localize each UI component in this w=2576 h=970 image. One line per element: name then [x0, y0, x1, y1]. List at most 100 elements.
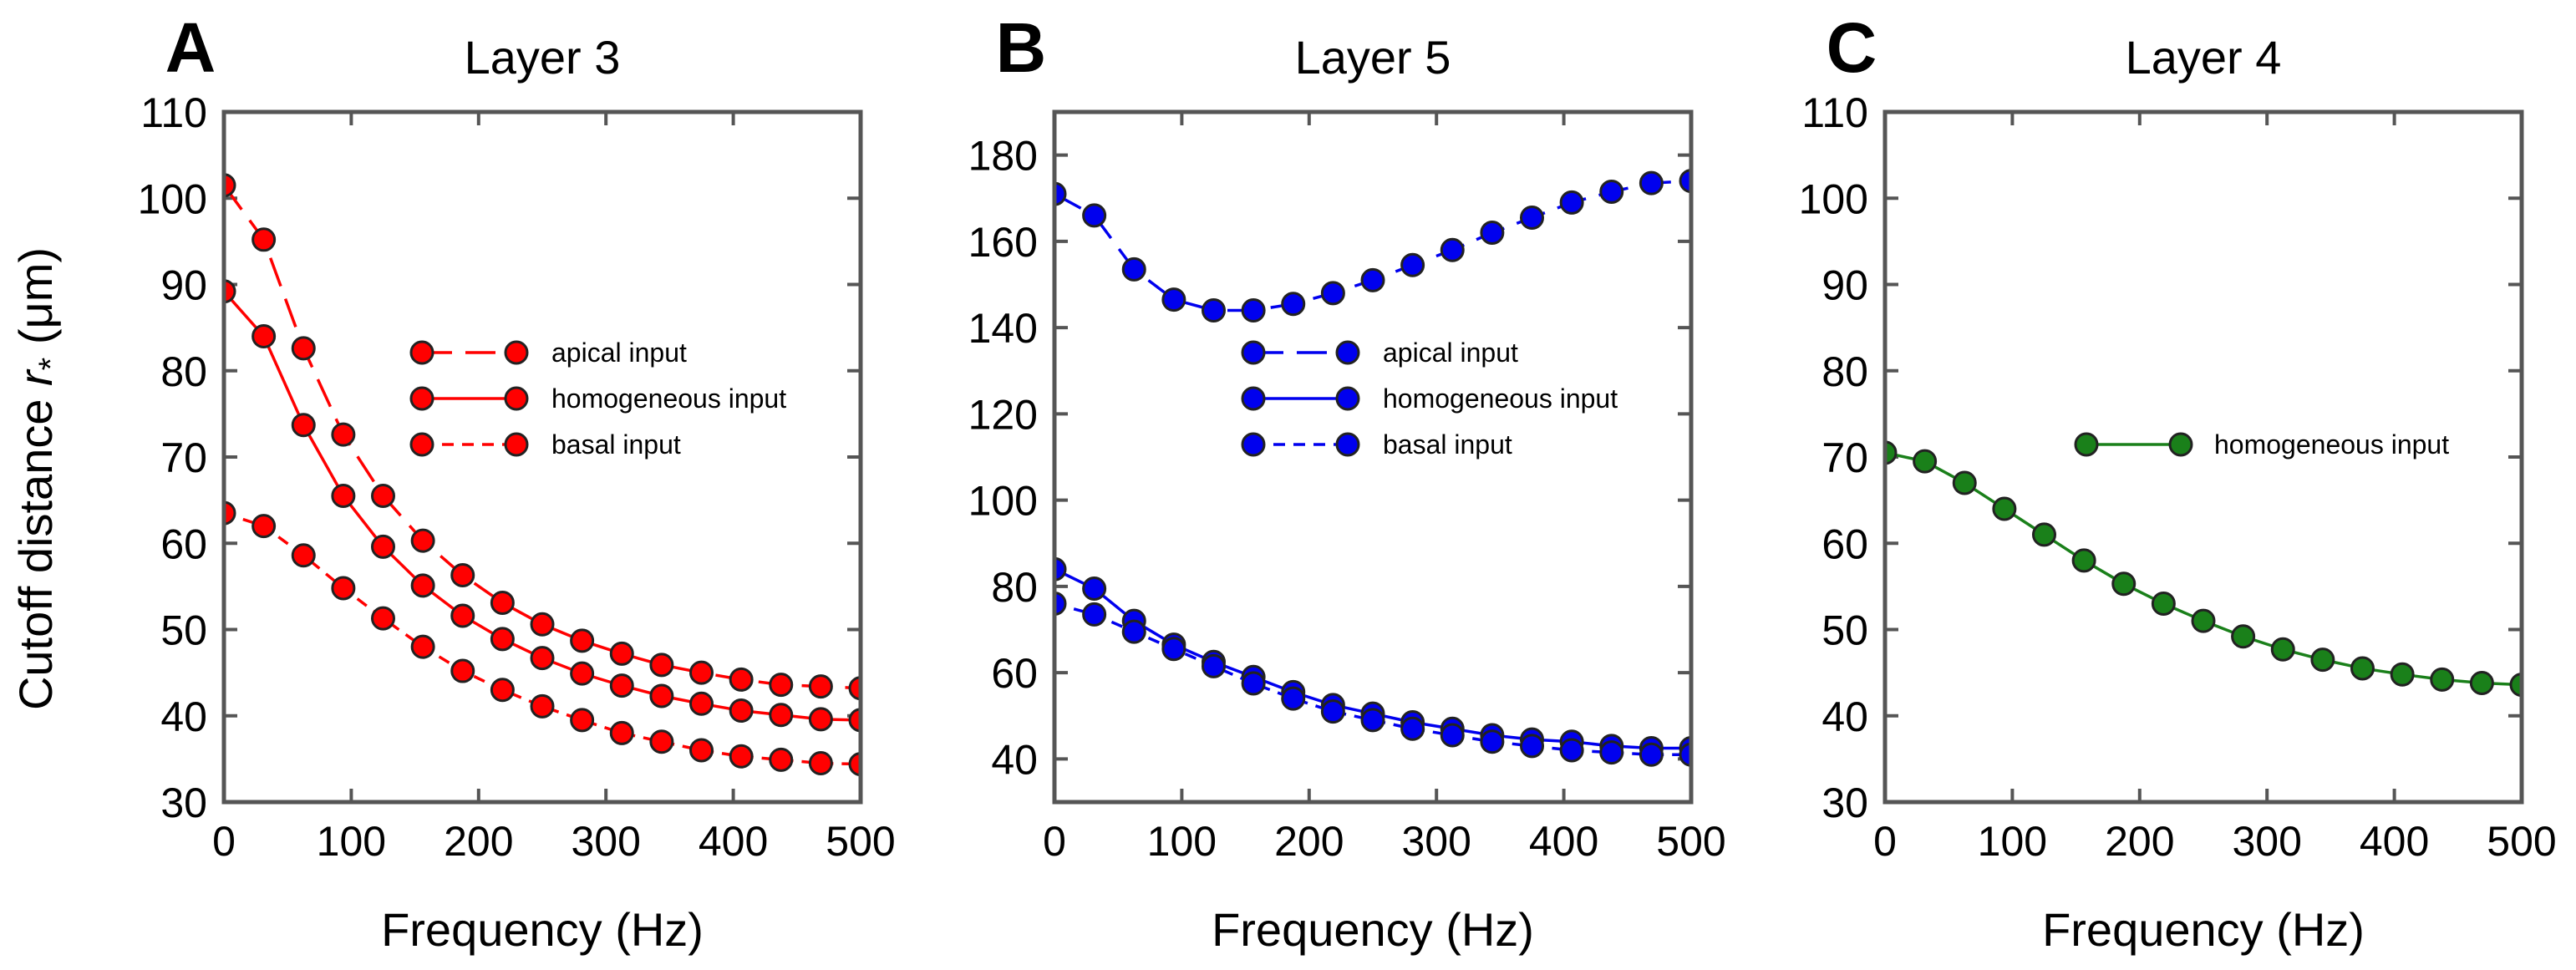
y-tick-label: 180 [968, 133, 1038, 180]
data-point [1281, 686, 1306, 711]
data-point [2032, 522, 2056, 547]
x-tick-label: 400 [1529, 818, 1598, 865]
series-line-3 [224, 511, 861, 766]
data-point [490, 678, 515, 703]
data-point [649, 729, 674, 754]
data-point [609, 720, 634, 745]
data-point [1639, 170, 1664, 196]
y-tick-label: 60 [991, 650, 1038, 697]
data-point [1281, 292, 1306, 317]
data-point [1054, 592, 1067, 617]
panel-title: Layer 4 [2126, 31, 2282, 84]
data-point [1360, 708, 1385, 733]
data-point [729, 667, 754, 692]
legend-marker [1241, 386, 1266, 411]
data-point [1559, 190, 1584, 215]
y-tick-label: 50 [160, 607, 207, 654]
data-point [769, 703, 794, 728]
data-point [450, 562, 475, 587]
y-tick-label: 70 [1821, 434, 1868, 481]
panel-letter: A [165, 8, 216, 87]
legend: homogeneous input [2074, 429, 2449, 460]
panel-a: A Layer 3 0 100 200 300 400 500 30 40 50 60 70 80 90 10… [138, 8, 896, 956]
x-tick-label: 500 [2487, 818, 2556, 865]
y-tick-label: 80 [1821, 348, 1868, 395]
data-point [1320, 699, 1345, 724]
data-point [1440, 723, 1465, 748]
x-tick-label: 300 [571, 818, 640, 865]
y-tick-label: 40 [160, 693, 207, 740]
data-point [769, 747, 794, 772]
y-tick-label: 30 [160, 780, 207, 826]
data-point [490, 590, 515, 615]
data-point [371, 606, 395, 631]
y-tick-label: 100 [1799, 175, 1868, 222]
x-tick-label: 400 [2360, 818, 2429, 865]
x-tick-label: 100 [1147, 818, 1217, 865]
data-point [729, 744, 754, 769]
legend-marker [1241, 340, 1266, 365]
y-tick-label: 50 [1821, 607, 1868, 654]
data-point [1992, 496, 2017, 521]
data-point [2111, 571, 2137, 597]
data-point [1320, 281, 1345, 306]
data-point [1121, 619, 1146, 644]
data-point [1082, 602, 1107, 627]
x-tick-label: 200 [1274, 818, 1344, 865]
data-point [2071, 548, 2096, 573]
legend: apical input homogeneous input basal input [409, 338, 786, 460]
plot-frame [1052, 109, 1694, 805]
data-point [1520, 205, 1544, 230]
data-point [1440, 237, 1465, 262]
data-point [1241, 671, 1266, 696]
data-point [1360, 267, 1385, 292]
data-point [224, 173, 236, 198]
data-point [570, 708, 595, 733]
x-tick-label: 0 [1043, 818, 1066, 865]
x-tick-label: 200 [444, 818, 513, 865]
y-tick-label: 60 [160, 521, 207, 567]
legend-marker [504, 340, 529, 365]
data-point [224, 279, 236, 304]
data-point [570, 628, 595, 653]
data-point [410, 528, 435, 553]
y-tick-label: 80 [991, 564, 1038, 611]
x-tick-label: 0 [1873, 818, 1897, 865]
data-point [689, 660, 714, 685]
data-point [570, 661, 595, 686]
data-point [649, 653, 674, 678]
x-axis-label: Frequency (Hz) [1212, 903, 1534, 956]
x-axis-label: Frequency (Hz) [2042, 903, 2365, 956]
data-point [371, 534, 395, 559]
data-point [450, 603, 475, 628]
data-point [252, 227, 277, 252]
data-point [609, 673, 634, 698]
data-point [1241, 297, 1266, 322]
data-point [808, 707, 833, 732]
data-point [331, 483, 356, 508]
panel-c: C Layer 4 0 100 200 300 400 500 30 40 50 60 70 80 90 10… [1799, 8, 2557, 956]
data-point [1161, 287, 1186, 312]
x-tick-label: 100 [317, 818, 386, 865]
x-tick-label: 500 [1656, 818, 1725, 865]
data-point [609, 641, 634, 666]
data-point [2231, 624, 2256, 649]
legend-marker [504, 386, 529, 411]
panel-b: B Layer 5 0 100 200 300 400 500 40 60 80 100 120 140 1… [968, 8, 1726, 956]
data-point [2270, 637, 2295, 662]
y-tick-label: 100 [138, 175, 207, 222]
data-point [490, 627, 515, 652]
legend-label: homogeneous input [1383, 383, 1618, 414]
data-point [2151, 592, 2176, 617]
legend-label: basal input [1383, 429, 1512, 460]
y-tick-label: 120 [968, 391, 1038, 438]
y-tick-label: 100 [968, 478, 1038, 525]
y-tick-label: 70 [160, 434, 207, 481]
x-tick-label: 300 [2232, 818, 2301, 865]
data-point [2469, 671, 2494, 696]
data-point [1679, 169, 1691, 194]
data-point [291, 543, 316, 568]
data-point [530, 693, 555, 719]
legend-marker [409, 386, 434, 411]
